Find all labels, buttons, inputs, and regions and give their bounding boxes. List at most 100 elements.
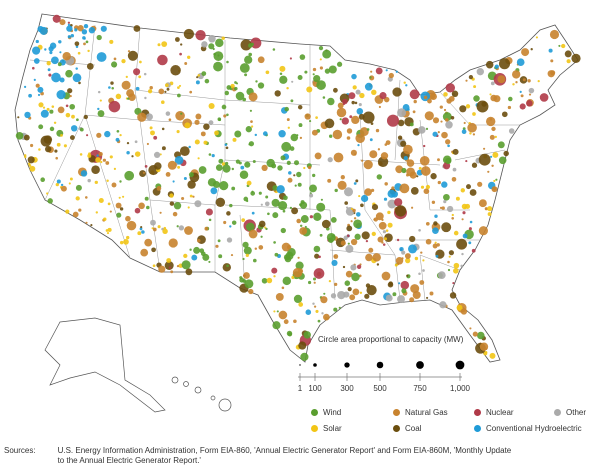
- plant-marker: [432, 227, 439, 235]
- plant-marker: [179, 146, 190, 157]
- plant-marker: [314, 152, 322, 160]
- plant-marker: [293, 294, 303, 304]
- scale-dot: [313, 363, 317, 367]
- plant-marker: [445, 83, 456, 93]
- plant-marker: [38, 124, 44, 130]
- plant-marker: [304, 113, 311, 120]
- plant-marker: [157, 54, 168, 66]
- plant-marker: [300, 200, 305, 205]
- plant-marker: [298, 123, 303, 128]
- plant-marker: [371, 231, 376, 237]
- plant-marker: [98, 152, 103, 157]
- plant-marker: [319, 58, 322, 61]
- plant-marker: [468, 74, 474, 80]
- plant-marker: [282, 209, 286, 213]
- plant-marker: [85, 221, 88, 224]
- plant-marker: [69, 103, 76, 110]
- plant-marker: [309, 193, 314, 198]
- plant-marker: [201, 41, 208, 48]
- sources-note: Sources: U.S. Energy Information Adminis…: [4, 446, 518, 466]
- state-border: [419, 119, 470, 211]
- plant-marker: [261, 277, 268, 284]
- plant-marker: [191, 254, 198, 261]
- plant-marker: [443, 199, 447, 204]
- plant-marker: [278, 201, 288, 211]
- plant-marker: [401, 257, 404, 260]
- plant-marker: [318, 45, 324, 51]
- plant-marker: [272, 321, 281, 330]
- legend-swatch: [474, 409, 481, 416]
- plant-marker: [433, 221, 438, 226]
- plant-marker: [293, 174, 296, 177]
- plant-marker: [472, 133, 476, 136]
- plant-marker: [473, 95, 480, 102]
- plant-marker: [108, 86, 111, 89]
- plant-marker: [473, 85, 477, 89]
- plant-marker: [381, 271, 391, 281]
- plant-marker: [218, 118, 222, 122]
- plant-marker: [526, 100, 533, 107]
- plant-marker: [223, 114, 227, 118]
- plant-marker: [351, 115, 360, 125]
- plant-marker: [356, 108, 364, 115]
- plant-marker: [292, 267, 303, 278]
- plant-marker: [512, 83, 515, 86]
- plant-marker: [304, 225, 307, 228]
- plant-marker: [187, 180, 196, 189]
- plant-marker: [351, 73, 357, 80]
- plant-marker: [378, 221, 387, 230]
- plant-marker: [208, 102, 215, 110]
- plant-marker: [530, 48, 533, 51]
- plant-marker: [409, 297, 415, 303]
- plant-marker: [321, 219, 331, 229]
- plant-marker: [408, 244, 417, 254]
- plant-marker: [353, 219, 362, 229]
- plant-marker: [187, 206, 190, 209]
- plant-marker: [297, 75, 303, 80]
- plant-marker: [144, 96, 147, 100]
- plant-marker: [448, 250, 454, 256]
- plant-marker: [241, 218, 246, 222]
- plant-marker: [108, 100, 121, 113]
- plant-marker: [88, 152, 91, 156]
- plant-marker: [465, 160, 468, 163]
- plant-marker: [451, 176, 457, 182]
- plant-marker: [177, 86, 180, 89]
- plant-marker: [67, 88, 73, 94]
- plant-marker: [558, 44, 561, 47]
- plant-marker: [79, 153, 83, 156]
- legend-swatch: [311, 425, 318, 432]
- plant-marker: [471, 248, 476, 253]
- plant-marker: [208, 218, 212, 222]
- plant-marker: [387, 281, 394, 288]
- plant-marker: [195, 30, 206, 41]
- plant-marker: [430, 173, 437, 180]
- plant-marker: [315, 116, 318, 119]
- plant-marker: [55, 182, 59, 187]
- plant-marker: [273, 310, 276, 313]
- plant-marker: [347, 242, 350, 245]
- plant-marker: [226, 211, 231, 216]
- plant-marker: [244, 161, 251, 168]
- plant-marker: [477, 181, 483, 187]
- plant-marker: [350, 238, 358, 246]
- plant-marker: [172, 180, 175, 183]
- plant-marker: [340, 240, 346, 246]
- plant-marker: [512, 70, 521, 79]
- plant-marker: [450, 116, 455, 120]
- plant-marker: [329, 134, 333, 138]
- plant-marker: [298, 341, 307, 350]
- plant-marker: [312, 73, 315, 76]
- plant-marker: [175, 37, 180, 42]
- plant-marker: [316, 80, 326, 90]
- legend-label: Natural Gas: [405, 408, 448, 417]
- plant-marker: [342, 103, 345, 106]
- plant-marker: [447, 260, 450, 264]
- plant-marker: [253, 258, 257, 263]
- plant-marker: [420, 251, 423, 254]
- plant-marker: [98, 197, 104, 204]
- plant-marker: [185, 268, 193, 276]
- plant-marker: [346, 136, 351, 140]
- plant-marker: [166, 258, 172, 263]
- plant-marker: [394, 205, 407, 217]
